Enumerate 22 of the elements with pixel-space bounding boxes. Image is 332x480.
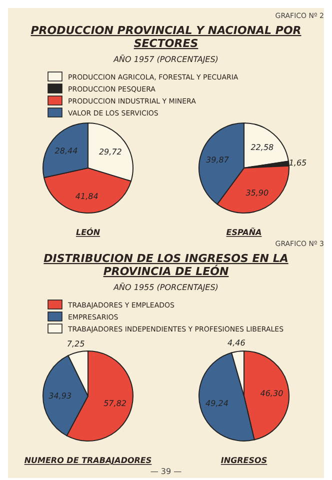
- data-label: 39,87: [206, 155, 230, 164]
- data-label: 1,65: [288, 158, 307, 168]
- chart-title: DISTRIBUCION DE LOS INGRESOS EN LA PROVINCIA DE LEÓN: [44, 252, 288, 278]
- text: ESPAÑA: [226, 227, 262, 237]
- data-label: 29,72: [98, 147, 122, 156]
- data-label: 46,30: [260, 388, 284, 398]
- data-label: 57,82: [104, 398, 127, 408]
- data-label: 28,44: [54, 146, 78, 156]
- data-label: 49,24: [206, 399, 228, 408]
- data-label: 7,25: [66, 339, 85, 348]
- text: INGRESOS: [220, 456, 268, 465]
- data-label: 41,84: [75, 192, 98, 201]
- chart-subtitle: AÑO 1957 (PORCENTAJES): [112, 54, 218, 64]
- data-label: 34,93: [48, 392, 72, 400]
- text: NUMERO DE TRABAJADORES: [24, 456, 152, 465]
- data-label: 35,90: [246, 188, 269, 198]
- chart-title: PRODUCCION PROVINCIAL Y NACIONAL POR SECTORES: [30, 24, 302, 50]
- data-label: 22,58: [250, 142, 274, 152]
- text: LEÓN: [76, 227, 100, 237]
- text: — 39 —: [150, 467, 182, 476]
- chart-subtitle: AÑO 1955 (PORCENTAJES): [112, 282, 218, 292]
- data-label: 4,46: [228, 338, 246, 348]
